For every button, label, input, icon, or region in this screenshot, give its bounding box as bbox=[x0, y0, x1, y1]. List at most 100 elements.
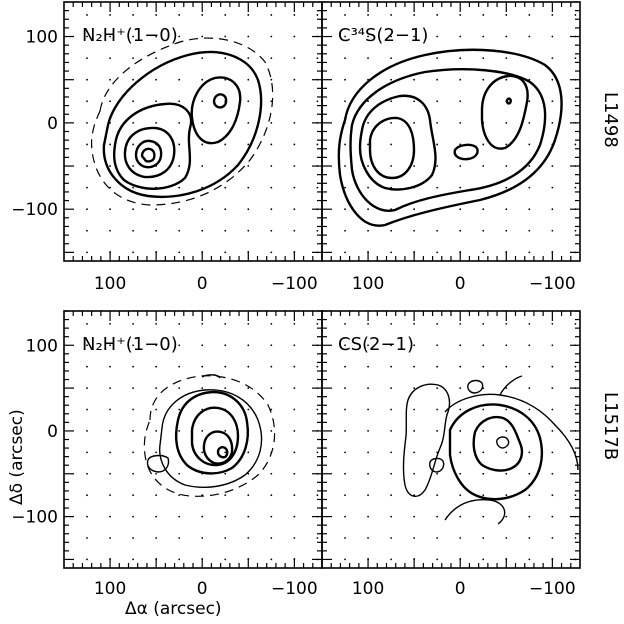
grid-dot bbox=[344, 14, 346, 16]
grid-dot bbox=[390, 408, 393, 411]
grid-dot bbox=[86, 14, 88, 16]
grid-dot bbox=[201, 558, 204, 561]
contour-level-1-east bbox=[444, 393, 579, 471]
grid-dot bbox=[505, 143, 508, 146]
grid-dot bbox=[178, 78, 181, 81]
grid-dot bbox=[413, 229, 416, 232]
grid-dot bbox=[436, 165, 439, 167]
grid-dot bbox=[224, 472, 227, 475]
grid-dot bbox=[270, 344, 273, 347]
grid-dot bbox=[178, 229, 181, 232]
grid-dot bbox=[344, 472, 346, 475]
grid-dot bbox=[505, 537, 508, 539]
grid-dot bbox=[482, 344, 485, 347]
grid-dot bbox=[293, 78, 296, 81]
contour-level-2 bbox=[102, 50, 263, 198]
grid-dot bbox=[459, 408, 462, 411]
grid-dot bbox=[390, 558, 393, 561]
grid-dot bbox=[413, 430, 416, 432]
grid-dot bbox=[86, 229, 88, 232]
contours-l1498-n2h bbox=[90, 37, 274, 206]
grid-dot bbox=[528, 387, 531, 389]
y-tick-label: 0 bbox=[47, 114, 58, 134]
grid-dot bbox=[224, 322, 227, 325]
grid-dot bbox=[155, 537, 158, 539]
grid-dot bbox=[155, 35, 158, 38]
grid-dot bbox=[86, 322, 88, 325]
grid-dot bbox=[436, 57, 439, 60]
grid-dot bbox=[109, 537, 111, 539]
grid-dot bbox=[413, 344, 416, 347]
grid-dot bbox=[574, 251, 577, 254]
grid-dot bbox=[155, 515, 158, 518]
grid-dot bbox=[344, 57, 346, 60]
row-label-l1498: L1498 bbox=[600, 92, 621, 148]
grid-dot bbox=[224, 344, 227, 347]
grid-dot bbox=[551, 387, 554, 389]
x-tick-label: 100 bbox=[352, 579, 384, 599]
grid-dot bbox=[247, 344, 250, 347]
grid-dot bbox=[344, 322, 346, 325]
x-tick-label: −100 bbox=[271, 274, 318, 294]
grid-dot bbox=[551, 14, 554, 16]
grid-dot bbox=[436, 494, 439, 497]
grid-dot bbox=[574, 387, 577, 389]
grid-dot bbox=[86, 78, 88, 81]
grid-dot bbox=[505, 515, 508, 518]
grid-dot bbox=[155, 472, 158, 475]
grid-dot bbox=[132, 408, 135, 411]
grid-dot bbox=[482, 165, 485, 167]
grid-dot bbox=[270, 14, 273, 16]
grid-dot bbox=[86, 57, 88, 60]
grid-dot bbox=[482, 365, 485, 368]
grid-dot bbox=[224, 186, 227, 189]
grid-dot bbox=[528, 143, 531, 146]
contour-level-5 bbox=[202, 430, 234, 465]
grid-dot bbox=[201, 229, 204, 232]
grid-dot bbox=[390, 344, 393, 347]
grid-dot bbox=[436, 229, 439, 232]
grid-dot bbox=[528, 408, 531, 411]
grid-dot bbox=[86, 430, 88, 432]
grid-dot bbox=[459, 208, 462, 211]
grid-dot bbox=[201, 251, 204, 254]
grid-dot bbox=[505, 251, 508, 254]
grid-dot bbox=[178, 344, 181, 347]
grid-dot bbox=[293, 57, 296, 60]
grid-dot bbox=[109, 229, 111, 232]
contours-l1498-c34s bbox=[337, 48, 563, 227]
x-tick-label: 0 bbox=[197, 579, 208, 599]
grid-dot bbox=[459, 430, 462, 432]
grid-dot bbox=[270, 537, 273, 539]
grid-dot bbox=[528, 558, 531, 561]
grid-dot bbox=[436, 100, 439, 103]
grid-dot bbox=[86, 344, 88, 347]
grid-dot bbox=[270, 229, 273, 232]
grid-dot bbox=[293, 229, 296, 232]
grid-dot bbox=[413, 78, 416, 81]
grid-dot bbox=[482, 229, 485, 232]
grid-dot bbox=[390, 451, 393, 454]
grid-dot bbox=[86, 558, 88, 561]
grid-dot bbox=[413, 100, 416, 103]
grid-dot bbox=[293, 365, 296, 368]
grid-dot bbox=[316, 387, 319, 389]
grid-dot bbox=[155, 322, 158, 325]
grid-dot bbox=[270, 322, 273, 325]
grid-dot bbox=[551, 451, 554, 454]
grid-dot bbox=[155, 558, 158, 561]
grid-dot bbox=[436, 322, 439, 325]
grid-dot bbox=[390, 365, 393, 368]
grid-dot bbox=[413, 165, 416, 167]
grid-dot bbox=[505, 35, 508, 38]
grid-dot bbox=[390, 78, 393, 81]
grid-dot bbox=[109, 558, 111, 561]
grid-dot bbox=[86, 35, 88, 38]
grid-dot bbox=[436, 35, 439, 38]
grid-dot bbox=[505, 344, 508, 347]
grid-dot bbox=[413, 121, 416, 124]
grid-dot bbox=[247, 186, 250, 189]
grid-dot bbox=[505, 229, 508, 232]
grid-dot bbox=[132, 251, 135, 254]
panel-label-l1498-n2h: N₂H⁺(1−0) bbox=[82, 25, 178, 46]
